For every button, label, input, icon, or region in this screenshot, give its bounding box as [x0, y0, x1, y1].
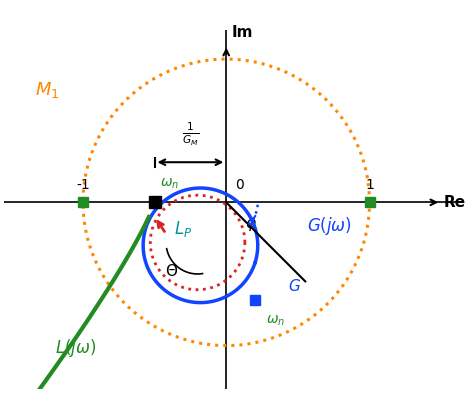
- Text: Re: Re: [444, 195, 466, 210]
- Text: Im: Im: [232, 26, 254, 41]
- Text: $M_1$: $M_1$: [35, 80, 59, 100]
- Text: $G(j\omega)$: $G(j\omega)$: [307, 215, 352, 237]
- Text: $L_P$: $L_P$: [174, 219, 192, 239]
- Text: 0: 0: [235, 178, 244, 192]
- Text: $\omega_n$: $\omega_n$: [160, 176, 180, 191]
- Text: 1: 1: [365, 178, 374, 192]
- Text: $L(j\omega)$: $L(j\omega)$: [55, 337, 97, 359]
- Text: $\frac{1}{G_M}$: $\frac{1}{G_M}$: [182, 120, 199, 148]
- Text: $\Theta$: $\Theta$: [165, 263, 178, 279]
- Text: $\varphi$: $\varphi$: [245, 217, 257, 233]
- Text: -1: -1: [76, 178, 90, 192]
- Text: $G$: $G$: [289, 278, 301, 294]
- Text: $\omega_n$: $\omega_n$: [266, 314, 285, 328]
